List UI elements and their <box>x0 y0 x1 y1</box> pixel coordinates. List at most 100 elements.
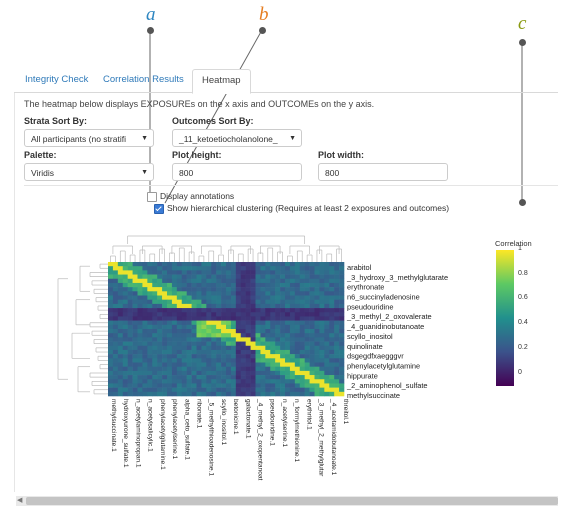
heatmap-cell <box>304 383 310 388</box>
heatmap-cell <box>245 391 251 397</box>
heatmap-cell <box>235 341 242 347</box>
heatmap-cell <box>314 341 320 347</box>
heatmap-cell <box>270 274 276 280</box>
heatmap-cell <box>201 345 207 351</box>
heatmap-cell <box>171 270 178 275</box>
heatmap-cell <box>108 341 114 347</box>
heatmap-cell <box>196 295 202 300</box>
heatmap-cell <box>186 291 192 296</box>
heatmap-cell <box>108 324 114 330</box>
plot-width-input[interactable]: 800 <box>318 163 448 181</box>
heatmap-cell <box>240 266 246 271</box>
heatmap-cell <box>176 387 183 393</box>
heatmap-cell <box>250 291 256 296</box>
x-tick-label: phenylacetylglutamine.1 <box>159 399 166 470</box>
heatmap-cell <box>132 324 138 330</box>
heatmap-cell <box>191 303 197 309</box>
heatmap-cell <box>235 366 242 372</box>
heatmap-cell <box>280 316 286 321</box>
heatmap-cell <box>235 337 242 342</box>
heatmap-cell <box>167 274 173 280</box>
scroll-left-icon[interactable]: ◀ <box>17 497 23 504</box>
heatmap-cell <box>339 291 345 296</box>
heatmap-cell <box>240 287 246 292</box>
heatmap-cell <box>275 316 281 321</box>
heatmap-cell <box>176 312 183 317</box>
heatmap-cell <box>235 308 242 313</box>
heatmap-cell <box>191 345 197 351</box>
heatmap-cell <box>294 266 301 271</box>
tab-correlation-results[interactable]: Correlation Results <box>103 74 184 85</box>
heatmap-cell <box>339 391 345 397</box>
heatmap-cell <box>191 270 197 275</box>
heatmap-cell <box>250 387 256 393</box>
heatmap-cell <box>329 320 335 326</box>
strata-sort-select[interactable]: All participants (no stratifi ▼ <box>24 129 154 147</box>
heatmap-cell <box>314 324 320 330</box>
heatmap-cell <box>339 303 345 309</box>
heatmap-cell <box>339 287 345 292</box>
heatmap-cell <box>319 278 325 284</box>
heatmap-cell <box>191 266 197 271</box>
heatmap-cell <box>132 387 138 393</box>
heatmap-cell <box>230 329 237 334</box>
tab-integrity-check[interactable]: Integrity Check <box>25 74 89 85</box>
plot-height-input[interactable]: 800 <box>172 163 302 181</box>
heatmap-cell <box>299 375 305 380</box>
heatmap-cell <box>171 337 178 342</box>
heatmap-cell <box>122 383 128 388</box>
heatmap-cell <box>221 341 227 347</box>
heatmap-cell <box>167 375 173 380</box>
heatmap-cell <box>250 366 256 372</box>
heatmap-cell <box>324 278 330 284</box>
heatmap-cell <box>117 278 124 284</box>
palette-select[interactable]: Viridis ▼ <box>24 163 154 181</box>
heatmap-cell <box>137 337 143 342</box>
heatmap-cell <box>162 312 168 317</box>
heatmap-cell <box>255 333 261 338</box>
heatmap-cell <box>240 308 246 313</box>
heatmap-cell <box>275 333 281 338</box>
display-annotations-checkbox[interactable] <box>147 192 157 202</box>
heatmap-cell <box>314 387 320 393</box>
heatmap-cell <box>265 349 271 355</box>
heatmap-cell <box>132 341 138 347</box>
heatmap-cell <box>309 333 315 338</box>
heatmap-cell <box>108 291 114 296</box>
heatmap-cell <box>152 362 158 367</box>
y-tick-label: _4_guanidinobutanoate <box>346 322 424 331</box>
heatmap-cell <box>294 333 301 338</box>
heatmap-cell <box>260 337 266 342</box>
heatmap-cell <box>108 316 114 321</box>
heatmap-cell <box>196 341 202 347</box>
heatmap-cell <box>186 337 192 342</box>
heatmap-cell <box>240 349 246 355</box>
heatmap-cell <box>250 287 256 292</box>
heatmap-cell <box>275 358 281 363</box>
heatmap-cell <box>250 299 256 305</box>
heatmap-cell <box>319 391 325 397</box>
heatmap-cell <box>132 345 138 351</box>
heatmap-cell <box>206 270 212 275</box>
colorbar-tick-label: 1 <box>518 245 522 252</box>
heatmap-cell <box>157 349 163 355</box>
heatmap-cell <box>137 358 143 363</box>
heatmap-cell <box>152 333 158 338</box>
heatmap-cell <box>167 349 173 355</box>
scrollbar-thumb[interactable] <box>26 497 558 505</box>
heatmap-cell <box>221 316 227 321</box>
heatmap-cell <box>167 299 173 305</box>
heatmap-cell <box>117 312 124 317</box>
tab-heatmap[interactable]: Heatmap <box>192 69 251 94</box>
hierarchical-clustering-checkbox[interactable] <box>154 204 164 214</box>
heatmap-cell <box>117 391 124 397</box>
heatmap-cell <box>280 362 286 367</box>
outcomes-sort-select[interactable]: _11_ketoetiocholanolone_ ▼ <box>172 129 302 147</box>
heatmap-cell <box>181 266 187 271</box>
heatmap-cell <box>245 349 251 355</box>
heatmap-cell <box>186 383 192 388</box>
heatmap-cell <box>339 341 345 347</box>
heatmap-cell <box>265 299 271 305</box>
heatmap-cell <box>235 370 242 376</box>
heatmap-cell <box>324 312 330 317</box>
